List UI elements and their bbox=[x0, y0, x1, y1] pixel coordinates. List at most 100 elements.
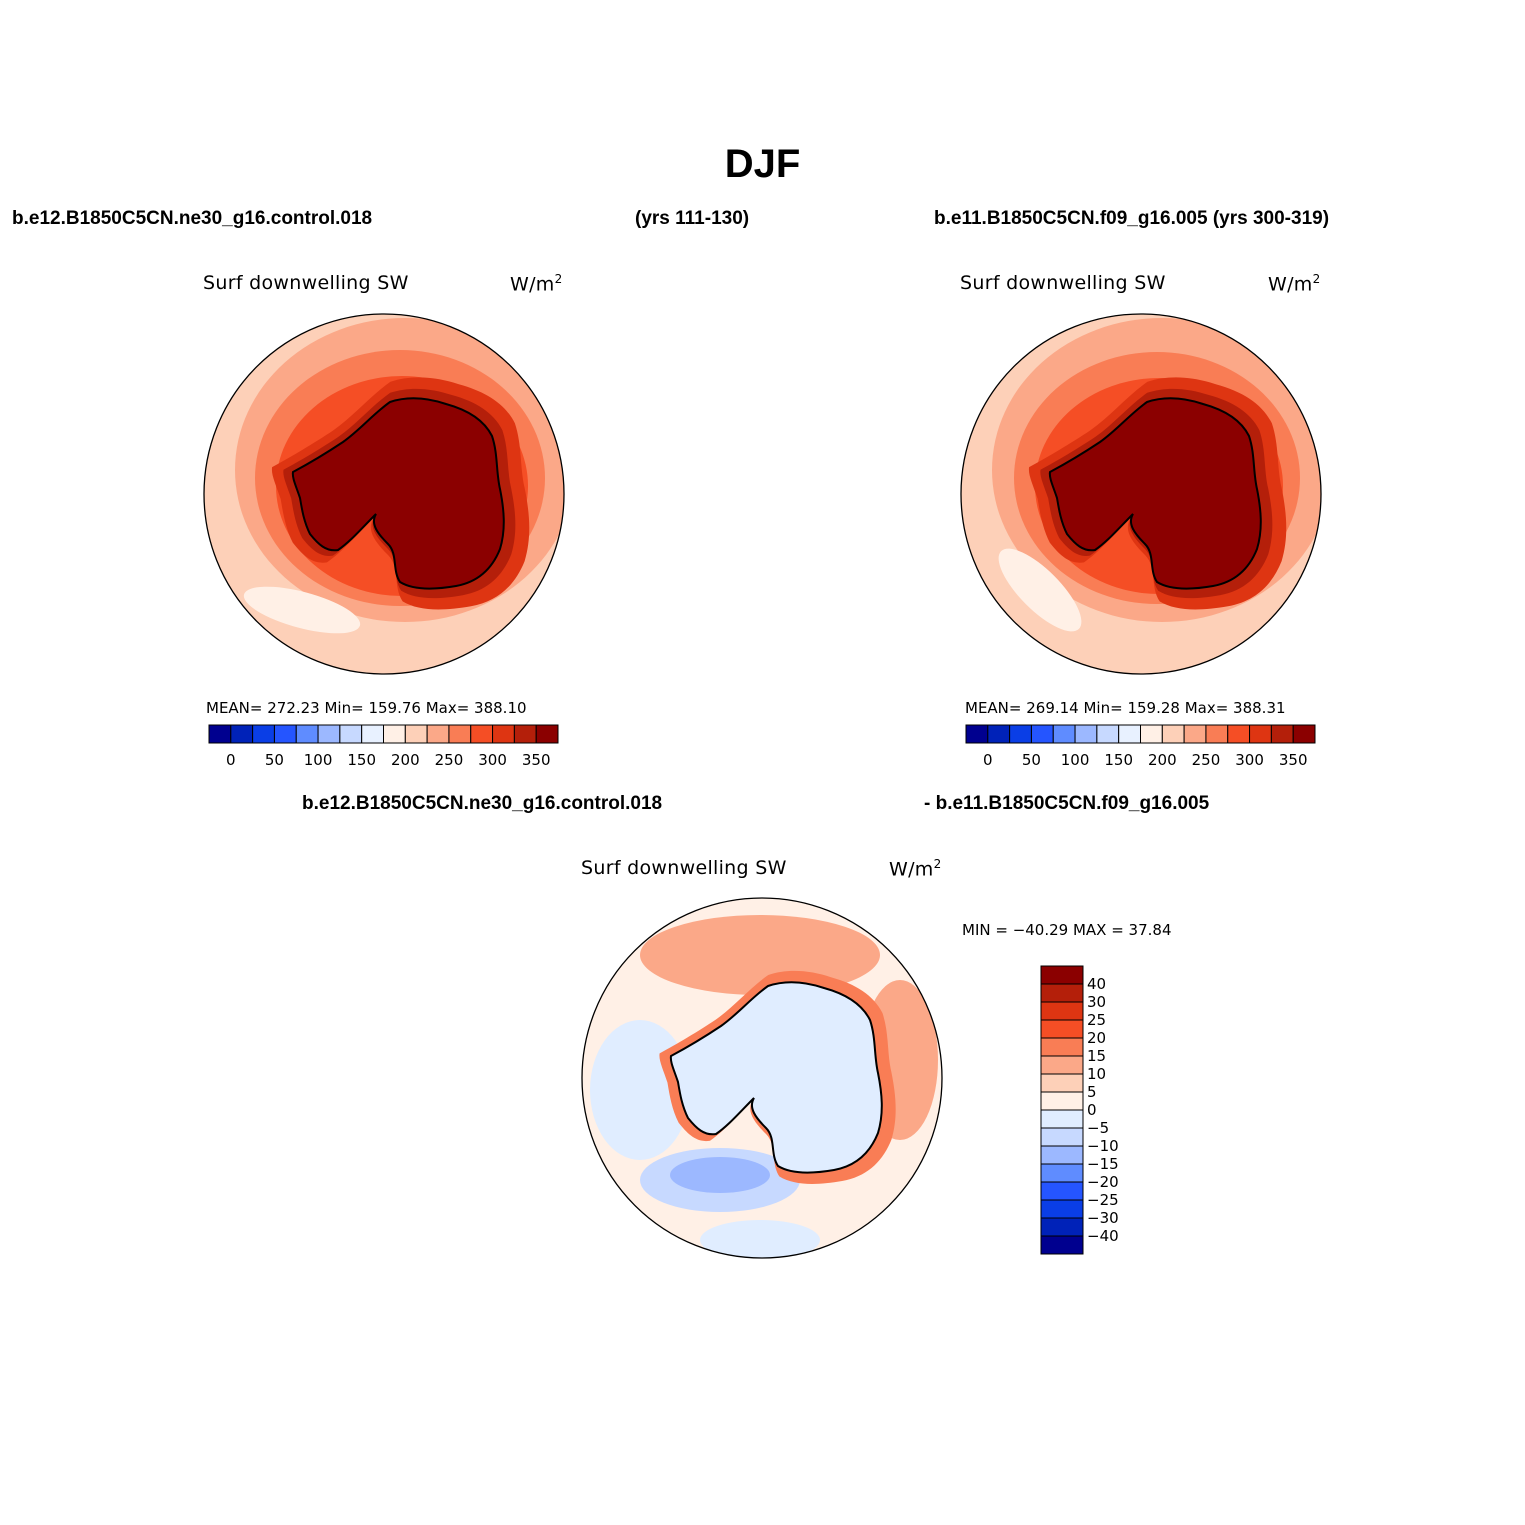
colorbar-tick-label: −10 bbox=[1087, 1137, 1119, 1155]
colorbar-tick-label: 40 bbox=[1087, 975, 1106, 993]
top-left-case-label: b.e12.B1850C5CN.ne30_g16.control.018 bbox=[12, 208, 373, 229]
colorbar-box bbox=[1161, 724, 1185, 744]
colorbar-tick-label: 0 bbox=[1087, 1101, 1097, 1119]
panel2-map bbox=[960, 313, 1322, 675]
colorbar-tick-label: 50 bbox=[1022, 751, 1041, 769]
colorbar-box bbox=[470, 724, 494, 744]
colorbar-tick-label: −20 bbox=[1087, 1173, 1119, 1191]
colorbar-tick-label: 200 bbox=[391, 751, 420, 769]
colorbar-tick-label: 100 bbox=[1061, 751, 1090, 769]
panel1-variable-title: Surf downwelling SW bbox=[203, 272, 409, 294]
colorbar-box bbox=[361, 724, 384, 744]
colorbar-box bbox=[208, 724, 232, 744]
colorbar-box bbox=[1009, 724, 1032, 744]
colorbar-box bbox=[1040, 965, 1084, 985]
colorbar-tick-label: 5 bbox=[1087, 1083, 1097, 1101]
colorbar-tick-label: −15 bbox=[1087, 1155, 1119, 1173]
colorbar-box bbox=[1118, 724, 1141, 744]
diff-case-a-label: b.e12.B1850C5CN.ne30_g16.control.018 bbox=[302, 793, 663, 814]
colorbar-box bbox=[448, 724, 472, 744]
colorbar-tick-label: 15 bbox=[1087, 1047, 1106, 1065]
colorbar-box bbox=[1140, 724, 1163, 744]
colorbar-tick-label: 300 bbox=[478, 751, 507, 769]
colorbar-tick-label: 100 bbox=[304, 751, 333, 769]
panel1-units-title: W/m2 bbox=[510, 272, 563, 296]
colorbar-box bbox=[1040, 1199, 1084, 1219]
diff-case-b-label: - b.e11.B1850C5CN.f09_g16.005 bbox=[924, 793, 1210, 814]
colorbar-box bbox=[1292, 724, 1316, 744]
colorbar-box bbox=[1074, 724, 1098, 744]
colorbar-tick-label: 350 bbox=[522, 751, 551, 769]
colorbar-box bbox=[965, 724, 989, 744]
colorbar-tick-label: −30 bbox=[1087, 1209, 1119, 1227]
colorbar-box bbox=[426, 724, 450, 744]
panel2-variable-title: Surf downwelling SW bbox=[960, 272, 1166, 294]
colorbar-tick-label: −40 bbox=[1087, 1227, 1119, 1245]
colorbar-box bbox=[273, 724, 297, 744]
panel2-colorbar: 0 50 100 150 200 250 300 350 bbox=[965, 724, 1316, 769]
colorbar-box bbox=[1227, 724, 1251, 744]
colorbar-box bbox=[1040, 1163, 1084, 1183]
panel3-units-title: W/m2 bbox=[889, 857, 942, 881]
panel1-colorbar: 0 50 100 150 200 250 300 350 bbox=[208, 724, 559, 769]
colorbar-box bbox=[252, 724, 275, 744]
colorbar-tick-label: 30 bbox=[1087, 993, 1106, 1011]
colorbar-box bbox=[1040, 1073, 1084, 1093]
colorbar-tick-label: 250 bbox=[435, 751, 464, 769]
colorbar-tick-label: 250 bbox=[1192, 751, 1221, 769]
top-right-case-label: b.e11.B1850C5CN.f09_g16.005 (yrs 300-319… bbox=[934, 208, 1330, 229]
colorbar-box bbox=[1040, 1055, 1084, 1075]
colorbar-tick-label: −5 bbox=[1087, 1119, 1109, 1137]
panel2-stats: MEAN= 269.14 Min= 159.28 Max= 388.31 bbox=[965, 699, 1286, 717]
colorbar-box bbox=[1040, 983, 1084, 1003]
colorbar-box bbox=[1030, 724, 1054, 744]
colorbar-box bbox=[1270, 724, 1294, 744]
colorbar-box bbox=[1040, 1109, 1084, 1129]
colorbar-box bbox=[1040, 1181, 1084, 1201]
colorbar-box bbox=[1183, 724, 1207, 744]
colorbar-box bbox=[1040, 1001, 1084, 1021]
colorbar-tick-label: 300 bbox=[1235, 751, 1264, 769]
colorbar-box bbox=[1040, 1235, 1084, 1255]
colorbar-tick-label: 0 bbox=[226, 751, 236, 769]
colorbar-tick-label: 50 bbox=[265, 751, 284, 769]
colorbar-box bbox=[513, 724, 537, 744]
colorbar-box bbox=[1040, 1127, 1084, 1147]
colorbar-box bbox=[1096, 724, 1120, 744]
panel3-stats: MIN = −40.29 MAX = 37.84 bbox=[962, 921, 1172, 939]
colorbar-tick-label: 150 bbox=[347, 751, 376, 769]
colorbar-box bbox=[317, 724, 341, 744]
colorbar-box bbox=[1205, 724, 1229, 744]
colorbar-tick-label: 200 bbox=[1148, 751, 1177, 769]
colorbar-box bbox=[1040, 1037, 1084, 1057]
colorbar-box bbox=[339, 724, 363, 744]
colorbar-box bbox=[1249, 724, 1272, 744]
top-left-years-label: (yrs 111-130) bbox=[635, 208, 750, 229]
colorbar-box bbox=[535, 724, 559, 744]
colorbar-tick-label: 350 bbox=[1279, 751, 1308, 769]
colorbar-tick-label: 150 bbox=[1104, 751, 1133, 769]
colorbar-tick-label: 0 bbox=[983, 751, 993, 769]
colorbar-box bbox=[1040, 1145, 1084, 1165]
colorbar-box bbox=[295, 724, 319, 744]
panel1-stats: MEAN= 272.23 Min= 159.76 Max= 388.10 bbox=[206, 699, 527, 717]
colorbar-box bbox=[987, 724, 1011, 744]
colorbar-box bbox=[1052, 724, 1076, 744]
colorbar-box bbox=[230, 724, 254, 744]
colorbar-tick-label: 20 bbox=[1087, 1029, 1106, 1047]
colorbar-box bbox=[1040, 1091, 1084, 1111]
panel3-variable-title: Surf downwelling SW bbox=[581, 857, 787, 879]
panel1-map bbox=[203, 313, 565, 675]
colorbar-box bbox=[1040, 1019, 1084, 1039]
panel3-map bbox=[581, 897, 943, 1259]
colorbar-tick-label: 25 bbox=[1087, 1011, 1106, 1029]
colorbar-tick-label: −25 bbox=[1087, 1191, 1119, 1209]
panel2-units-title: W/m2 bbox=[1268, 272, 1321, 296]
colorbar-box bbox=[1040, 1217, 1084, 1237]
colorbar-box bbox=[492, 724, 515, 744]
colorbar-tick-label: 10 bbox=[1087, 1065, 1106, 1083]
figure-title: DJF bbox=[724, 142, 801, 186]
colorbar-box bbox=[383, 724, 406, 744]
